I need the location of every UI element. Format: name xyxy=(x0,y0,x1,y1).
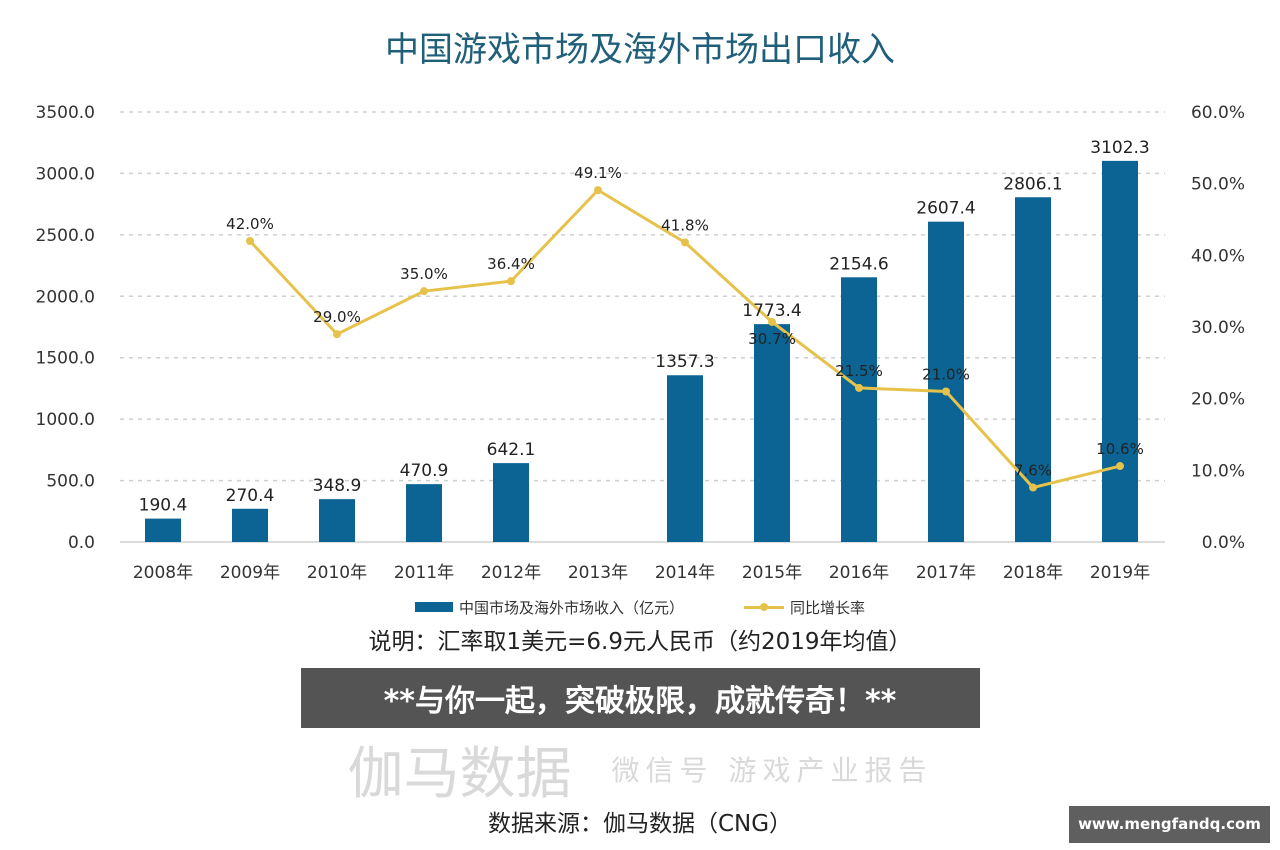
x-axis-label: 2018年 xyxy=(1003,563,1063,583)
legend-item-bar: 中国市场及海外市场收入（亿元） xyxy=(414,597,684,618)
legend-swatch-line xyxy=(744,602,784,611)
growth-value-label: 30.7% xyxy=(748,330,796,348)
bar-2008年 xyxy=(145,518,181,542)
right-axis: 0.0% 10.0% 20.0% 30.0% 40.0% 50.0% 60.0% xyxy=(1191,103,1245,553)
growth-point xyxy=(1029,483,1037,492)
growth-value-label: 7.6% xyxy=(1014,462,1052,480)
growth-point xyxy=(855,383,863,392)
x-axis-label: 2009年 xyxy=(220,563,280,583)
bar-2017年 xyxy=(928,221,964,542)
right-tick-label: 30.0% xyxy=(1191,318,1245,338)
bar-value-label: 642.1 xyxy=(487,440,536,460)
x-axis-label: 2013年 xyxy=(568,563,628,583)
site-url-badge[interactable]: www.mengfandq.com xyxy=(1069,805,1270,843)
legend-label-line: 同比增长率 xyxy=(790,598,866,617)
left-tick-label: 3000.0 xyxy=(36,164,95,184)
growth-value-label: 10.6% xyxy=(1096,440,1144,458)
x-axis-label: 2012年 xyxy=(481,563,541,583)
exchange-rate-note: 说明：汇率取1美元=6.9元人民币（约2019年均值） xyxy=(368,629,912,655)
overlay-banner-text: **与你一起，突破极限，成就传奇！** xyxy=(383,684,897,719)
growth-point xyxy=(594,186,602,195)
overlay-banner: **与你一起，突破极限，成就传奇！** xyxy=(300,668,980,728)
growth-value-label: 42.0% xyxy=(226,215,274,233)
x-axis-labels: 2008年 2009年 2010年 2011年 2012年 2013年 2014年 2015年… xyxy=(133,563,1150,583)
legend-swatch-bar xyxy=(414,602,453,612)
x-axis-label: 2015年 xyxy=(742,563,802,583)
data-source-note: 数据来源：伽马数据（CNG） xyxy=(487,811,793,837)
bar-series xyxy=(145,160,1138,542)
chart-title: 中国游戏市场及海外市场出口收入 xyxy=(385,30,895,70)
watermark-sub: 微信号 游戏产业报告 xyxy=(611,754,933,787)
x-axis-label: 2008年 xyxy=(133,563,193,583)
growth-point xyxy=(1116,462,1124,471)
watermark-main: 伽马数据 xyxy=(347,741,572,807)
bar-value-label: 2806.1 xyxy=(1003,174,1062,194)
right-tick-label: 40.0% xyxy=(1191,246,1245,266)
legend: 中国市场及海外市场收入（亿元） 同比增长率 xyxy=(0,592,1280,622)
left-tick-label: 1500.0 xyxy=(36,349,95,369)
bar-value-label: 470.9 xyxy=(400,461,449,481)
growth-value-label: 36.4% xyxy=(487,255,535,273)
watermark: 伽马数据 微信号 游戏产业报告 xyxy=(0,734,1280,807)
legend-swatch-marker xyxy=(760,602,768,611)
bar-2010年 xyxy=(319,499,355,542)
growth-point xyxy=(333,330,341,339)
bar-2012年 xyxy=(493,463,529,542)
growth-point xyxy=(681,238,689,247)
left-tick-label: 2000.0 xyxy=(36,287,95,307)
growth-value-label: 29.0% xyxy=(313,308,361,326)
right-tick-label: 10.0% xyxy=(1191,461,1245,481)
bar-2011年 xyxy=(406,484,442,542)
growth-point xyxy=(507,277,515,286)
left-tick-label: 500.0 xyxy=(46,472,95,492)
bar-value-label: 348.9 xyxy=(313,476,362,496)
x-axis-label: 2019年 xyxy=(1090,563,1150,583)
x-axis-label: 2010年 xyxy=(307,563,367,583)
bar-2015年 xyxy=(754,324,790,542)
bar-value-label: 1357.3 xyxy=(655,352,714,372)
growth-value-label: 21.5% xyxy=(835,362,883,380)
bar-value-label: 2154.6 xyxy=(829,254,888,274)
growth-point xyxy=(942,387,950,396)
site-url-text: www.mengfandq.com xyxy=(1078,815,1261,833)
left-tick-label: 1000.0 xyxy=(36,410,95,430)
right-tick-label: 60.0% xyxy=(1191,103,1245,123)
bar-2014年 xyxy=(667,375,703,542)
footer-row: 数据来源：伽马数据（CNG） www.mengfandq.com xyxy=(0,804,1280,850)
left-tick-label: 0.0 xyxy=(68,533,95,553)
x-axis-label: 2011年 xyxy=(394,563,454,583)
bar-2009年 xyxy=(232,508,268,542)
x-axis-label: 2014年 xyxy=(655,563,715,583)
x-axis-label: 2016年 xyxy=(829,563,889,583)
bar-value-label: 2607.4 xyxy=(916,199,975,219)
right-tick-label: 20.0% xyxy=(1191,390,1245,410)
grid-lines xyxy=(120,111,1165,482)
growth-point xyxy=(768,317,776,326)
bar-2019年 xyxy=(1102,160,1138,542)
bar-value-label: 3102.3 xyxy=(1090,138,1149,158)
growth-point xyxy=(246,237,254,245)
growth-line-series xyxy=(246,186,1124,492)
growth-value-label: 41.8% xyxy=(661,216,709,234)
legend-item-line: 同比增长率 xyxy=(744,597,865,618)
bar-value-label: 190.4 xyxy=(139,496,188,516)
right-tick-label: 50.0% xyxy=(1191,175,1245,195)
chart-canvas: 0.0 500.0 1000.0 1500.0 2000.0 2500.0 3000.0 35… xyxy=(36,103,1245,583)
left-tick-label: 2500.0 xyxy=(36,226,95,246)
growth-value-label: 49.1% xyxy=(574,164,622,182)
growth-value-label: 35.0% xyxy=(400,265,448,283)
growth-point xyxy=(420,287,428,296)
bar-2016年 xyxy=(841,277,877,542)
bar-value-label: 270.4 xyxy=(226,486,275,506)
bar-labels: 190.4 270.4 348.9 470.9 642.1 1357.3 1773.4 215… xyxy=(139,138,1150,516)
right-tick-label: 0.0% xyxy=(1202,533,1245,553)
legend-label-bar: 中国市场及海外市场收入（亿元） xyxy=(458,598,684,617)
bar-value-label: 1773.4 xyxy=(742,301,801,321)
left-tick-label: 3500.0 xyxy=(36,103,95,123)
growth-value-label: 21.0% xyxy=(922,366,970,384)
left-axis: 0.0 500.0 1000.0 1500.0 2000.0 2500.0 3000.0 35… xyxy=(36,103,95,553)
line-labels: 42.0% 29.0% 35.0% 36.4% 49.1% 41.8% 30.7% 21.5%… xyxy=(226,164,1144,479)
x-axis-label: 2017年 xyxy=(916,563,976,583)
